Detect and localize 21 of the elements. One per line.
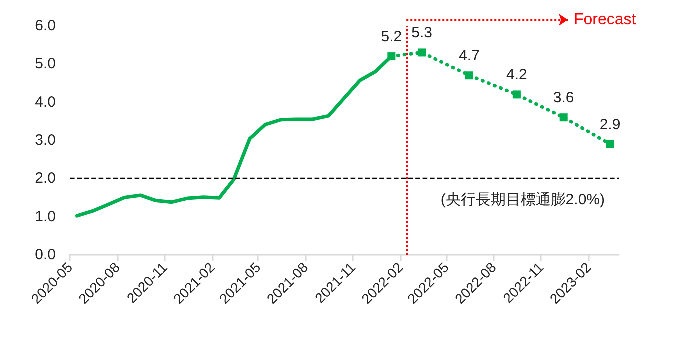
ref-line-label: (央行長期目標通膨2.0%) (440, 192, 605, 209)
y-tick-label: 1.0 (35, 208, 56, 226)
data-label: 3.6 (553, 90, 574, 107)
data-label: 4.7 (459, 48, 480, 65)
data-label: 5.3 (412, 24, 433, 42)
y-tick-label: 0.0 (35, 246, 56, 264)
data-label: 2.9 (600, 116, 621, 134)
y-tick-label: 3.0 (35, 132, 56, 149)
point (560, 114, 568, 122)
data-label: 5.2 (381, 28, 402, 46)
y-tick-label: 6.0 (35, 18, 56, 34)
point (466, 72, 474, 80)
point (388, 52, 396, 61)
y-tick-label: 2.0 (35, 170, 56, 188)
point (512, 90, 521, 99)
data-label: 4.2 (506, 66, 528, 84)
point (418, 48, 426, 57)
y-tick-label: 4.0 (35, 94, 56, 111)
y-tick-label: 5.0 (35, 56, 56, 73)
ref-line-label: Forecast (574, 12, 637, 28)
point (606, 140, 614, 148)
